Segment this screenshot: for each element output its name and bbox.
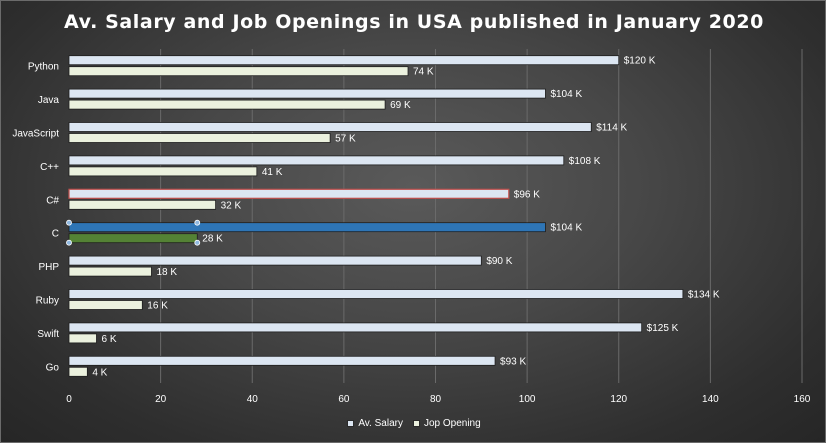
- data-label-av-salary-go: $93 K: [500, 356, 526, 367]
- bar-jop-opening-php[interactable]: [68, 266, 152, 277]
- data-label-av-salary-csharp: $96 K: [514, 189, 540, 200]
- x-tick-label-160: 160: [794, 394, 811, 405]
- bar-av-salary-csharp[interactable]: [68, 188, 510, 199]
- data-label-av-salary-java: $104 K: [550, 89, 582, 100]
- legend-swatch-salary: [347, 420, 355, 427]
- bar-av-salary-php[interactable]: [68, 255, 482, 266]
- legend-item-job-opening[interactable]: Jop Opening: [412, 418, 481, 429]
- bar-jop-opening-python[interactable]: [68, 66, 409, 77]
- data-label-jop-opening-javascript: 57 K: [335, 134, 356, 145]
- x-tick-label-100: 100: [519, 394, 536, 405]
- bar-jop-opening-java[interactable]: [68, 99, 386, 110]
- data-label-jop-opening-java: 69 K: [390, 100, 411, 111]
- chart-title: Av. Salary and Job Openings in USA publi…: [64, 11, 764, 33]
- bar-av-salary-cplusplus[interactable]: [68, 155, 565, 166]
- data-label-av-salary-c: $104 K: [550, 223, 582, 234]
- legend-item-salary[interactable]: Av. Salary: [347, 418, 403, 429]
- category-label-cplusplus: C++: [40, 162, 59, 173]
- data-label-jop-opening-swift: 6 K: [101, 334, 116, 345]
- data-label-av-salary-php: $90 K: [486, 256, 512, 267]
- data-label-jop-opening-php: 18 K: [156, 267, 177, 278]
- category-label-go: Go: [46, 362, 60, 373]
- x-tick-label-60: 60: [338, 394, 350, 405]
- category-label-ruby: Ruby: [36, 296, 59, 307]
- bar-jop-opening-swift[interactable]: [68, 333, 97, 344]
- data-label-jop-opening-go: 4 K: [92, 367, 107, 378]
- bar-jop-opening-go[interactable]: [68, 366, 88, 377]
- category-label-python: Python: [28, 62, 59, 73]
- x-tick-label-40: 40: [247, 394, 259, 405]
- data-label-av-salary-cplusplus: $108 K: [569, 156, 601, 167]
- category-label-swift: Swift: [37, 329, 59, 340]
- data-label-av-salary-ruby: $134 K: [688, 290, 720, 301]
- category-label-javascript: JavaScript: [12, 129, 59, 140]
- legend[interactable]: Av. Salary Jop Opening: [1, 418, 826, 429]
- legend-label-job-opening: Jop Opening: [423, 418, 481, 429]
- bar-jop-opening-c[interactable]: [68, 233, 198, 244]
- data-label-jop-opening-csharp: 32 K: [221, 200, 242, 211]
- x-tick-label-140: 140: [702, 394, 719, 405]
- selection-handle-0[interactable]: [66, 219, 72, 226]
- data-label-av-salary-javascript: $114 K: [596, 123, 627, 134]
- category-label-c: C: [52, 229, 59, 240]
- selection-handle-1[interactable]: [194, 219, 201, 226]
- data-label-av-salary-swift: $125 K: [647, 323, 679, 334]
- data-label-av-salary-python: $120 K: [624, 56, 656, 67]
- bar-av-salary-ruby[interactable]: [68, 289, 684, 299]
- x-tick-label-20: 20: [155, 394, 167, 405]
- category-label-csharp: C#: [46, 195, 59, 206]
- bar-av-salary-python[interactable]: [68, 55, 620, 66]
- category-label-php: PHP: [38, 262, 59, 273]
- bar-av-salary-javascript[interactable]: [68, 122, 592, 132]
- data-label-jop-opening-python: 74 K: [413, 67, 434, 78]
- category-label-java: Java: [38, 95, 60, 106]
- bar-av-salary-go[interactable]: [68, 355, 496, 366]
- bar-av-salary-java[interactable]: [68, 88, 546, 99]
- x-tick-label-80: 80: [430, 394, 442, 405]
- x-tick-label-120: 120: [610, 394, 627, 405]
- x-tick-label-0: 0: [66, 394, 72, 405]
- bar-jop-opening-javascript[interactable]: [68, 133, 331, 143]
- bar-jop-opening-csharp[interactable]: [68, 199, 217, 210]
- bar-jop-opening-cplusplus[interactable]: [68, 166, 258, 177]
- legend-swatch-job-opening: [412, 420, 420, 427]
- selection-handle-3[interactable]: [194, 239, 201, 246]
- data-label-jop-opening-c: 28 K: [202, 234, 223, 245]
- data-label-jop-opening-ruby: 16 K: [147, 301, 168, 312]
- bar-av-salary-swift[interactable]: [68, 322, 643, 333]
- bar-jop-opening-ruby[interactable]: [68, 300, 143, 310]
- bar-av-salary-c[interactable]: [68, 222, 546, 233]
- data-label-jop-opening-cplusplus: 41 K: [262, 167, 283, 178]
- legend-label-salary: Av. Salary: [358, 418, 403, 429]
- selection-handle-2[interactable]: [66, 239, 72, 246]
